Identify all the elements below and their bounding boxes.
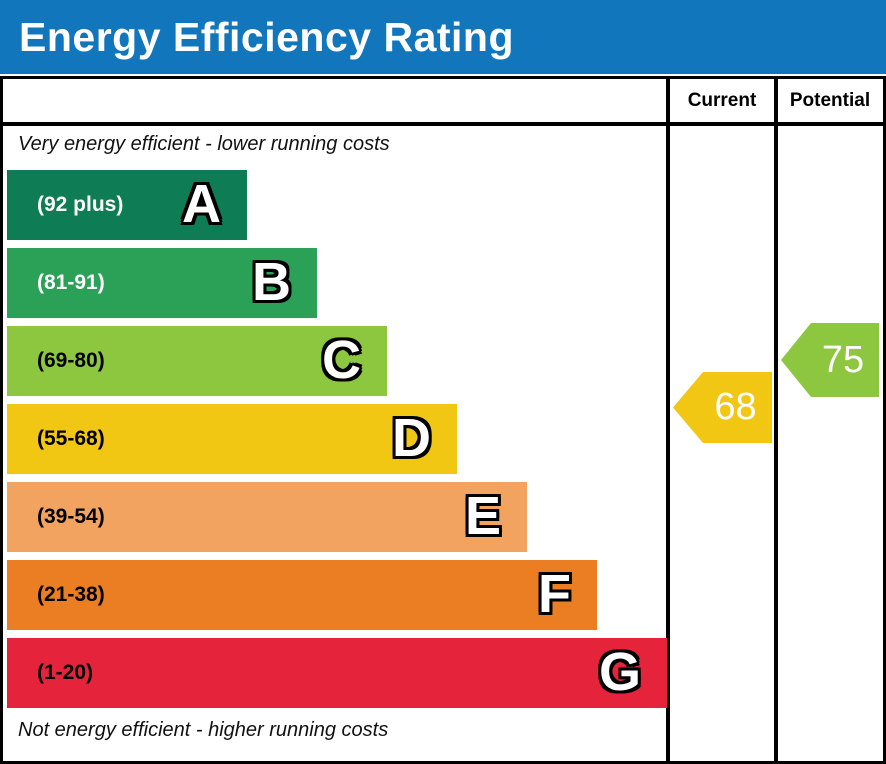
column-divider-current <box>666 79 670 761</box>
band-range-label: (39-54) <box>37 505 105 528</box>
band-row-d: (55-68) D <box>7 404 457 474</box>
top-note: Very energy efficient - lower running co… <box>18 133 390 155</box>
band-range-label: (1-20) <box>37 661 94 684</box>
band-letter: E <box>464 486 501 546</box>
band-range-label: (55-68) <box>37 427 105 450</box>
table-header-row <box>3 79 883 126</box>
band-letter: C <box>322 330 361 390</box>
band-row-e: (39-54) E <box>7 482 527 552</box>
band-row-c: (69-80) C <box>7 326 387 396</box>
band-row-a: (92 plus) A <box>7 170 247 240</box>
band-row-f: (21-38) F <box>7 560 597 630</box>
title-bar: Energy Efficiency Rating <box>0 0 886 74</box>
band-row-b: (81-91) B <box>7 248 317 318</box>
potential-value: 75 <box>821 338 865 381</box>
band-letter: G <box>598 642 641 702</box>
band-range-label: (21-38) <box>37 583 105 606</box>
band-letter: A <box>182 174 221 234</box>
current-column-header: Current <box>687 90 757 111</box>
bottom-note: Not energy efficient - higher running co… <box>18 719 389 741</box>
page-title: Energy Efficiency Rating <box>19 13 515 60</box>
rating-table: Current Potential Very energy efficient … <box>0 76 886 764</box>
potential-marker: 75 <box>781 323 879 397</box>
column-divider-potential <box>774 79 778 761</box>
current-marker: 68 <box>673 372 772 443</box>
band-range-label: (69-80) <box>37 349 105 372</box>
current-value: 68 <box>714 386 757 428</box>
band-row-g: (1-20) G <box>7 638 667 708</box>
band-letter: B <box>252 252 291 312</box>
band-letter: F <box>538 564 571 624</box>
band-range-label: (92 plus) <box>37 193 124 216</box>
potential-column-header: Potential <box>789 90 871 111</box>
band-letter: D <box>392 408 431 468</box>
band-range-label: (81-91) <box>37 271 105 294</box>
